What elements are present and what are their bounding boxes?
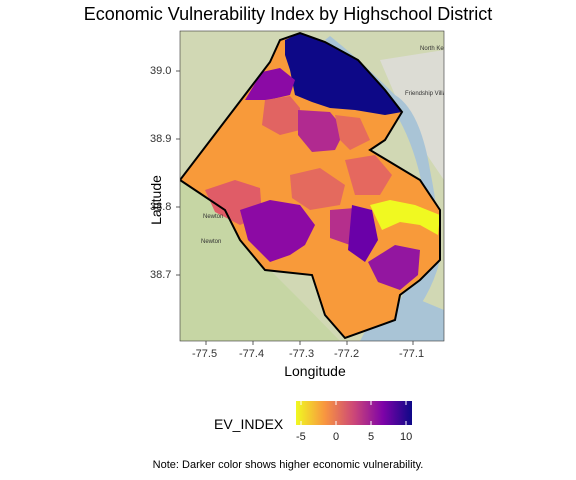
district-polygons <box>180 33 440 338</box>
county-boundary <box>180 31 441 340</box>
river <box>325 36 440 341</box>
district-pink-c <box>290 168 345 210</box>
y-axis-label: Latitude <box>148 175 164 225</box>
district-violet <box>348 205 378 262</box>
legend-title: EV_INDEX <box>214 416 284 432</box>
district-pink-n <box>262 96 300 135</box>
legend-tick: 0 <box>333 431 340 443</box>
x-tick: -77.2 <box>334 348 360 360</box>
map-label-friendship-village: Friendship Village <box>405 91 453 97</box>
legend-tick: -5 <box>296 431 306 443</box>
district-navy <box>285 33 402 115</box>
district-magenta-cn <box>298 110 345 152</box>
y-tick: 38.7 <box>150 269 172 281</box>
y-tick: 38.9 <box>150 133 172 145</box>
x-tick: -77.4 <box>239 348 265 360</box>
map-label-north-kensington: North Kensington <box>420 46 466 52</box>
map-label-newton-2: Newton <box>201 239 221 245</box>
district-purple-c <box>240 200 315 262</box>
x-tick: -77.3 <box>289 348 315 360</box>
x-axis-label: Longitude <box>284 363 346 379</box>
chart-title: Economic Vulnerability Index by Highscho… <box>83 4 493 24</box>
district-yellow <box>370 200 440 235</box>
district-pink-e <box>345 155 392 195</box>
footnote: Note: Darker color shows higher economic… <box>152 459 424 471</box>
x-tick: -77.5 <box>192 348 218 360</box>
map-label-newton-1: Newton <box>203 214 223 220</box>
y-tick: 38.8 <box>150 201 172 213</box>
legend-tick: 10 <box>400 431 413 443</box>
district-purple-se <box>368 245 420 290</box>
legend-tick: 5 <box>368 431 375 443</box>
y-tick: 39.0 <box>150 65 172 77</box>
district-purple-nw <box>245 68 295 100</box>
legend-colorbar <box>296 401 412 425</box>
district-pink-en <box>335 115 370 150</box>
x-tick: -77.1 <box>399 348 425 360</box>
